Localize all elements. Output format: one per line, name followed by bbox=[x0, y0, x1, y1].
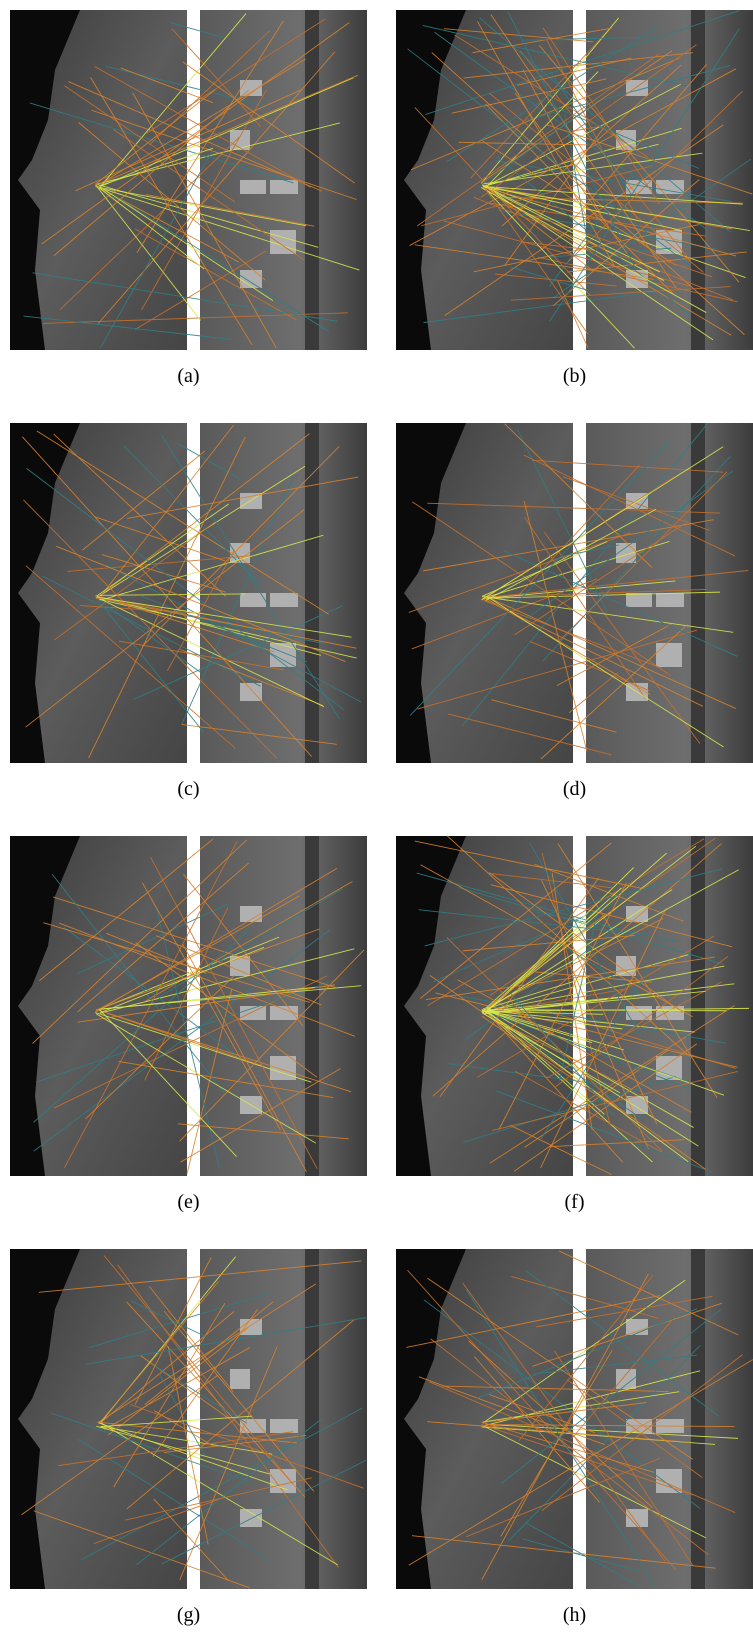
panel-label: (f) bbox=[565, 1191, 585, 1213]
building bbox=[230, 1369, 250, 1389]
building bbox=[230, 130, 250, 150]
figure: (a) (b) (c) (d) (e) (f) (g) (h) bbox=[0, 0, 753, 1635]
building bbox=[656, 643, 682, 667]
page: (a)(b)(c)(d)(e)(f)(g)(h) (() => { const … bbox=[0, 0, 753, 1635]
road bbox=[691, 836, 705, 1176]
panel-label: (g) bbox=[177, 1604, 200, 1626]
building bbox=[626, 593, 652, 607]
separator bbox=[573, 836, 586, 1176]
building bbox=[626, 1319, 648, 1335]
panel-label: (a) bbox=[177, 365, 199, 387]
road bbox=[305, 10, 319, 350]
building bbox=[656, 593, 684, 607]
panel-label: (h) bbox=[563, 1604, 586, 1626]
separator bbox=[573, 1249, 586, 1589]
building bbox=[656, 1056, 682, 1080]
panel-label: (d) bbox=[563, 778, 586, 800]
building bbox=[270, 230, 296, 254]
building bbox=[270, 593, 298, 607]
building bbox=[240, 180, 266, 194]
image-pair bbox=[396, 423, 753, 763]
building bbox=[240, 1319, 262, 1335]
image-pair bbox=[10, 10, 367, 350]
building bbox=[626, 906, 648, 922]
image-pair bbox=[396, 10, 753, 350]
building bbox=[270, 1419, 298, 1433]
panel-label: (b) bbox=[563, 365, 586, 387]
building bbox=[656, 180, 684, 194]
panel-label: (e) bbox=[177, 1191, 199, 1213]
panel-label: (c) bbox=[177, 778, 199, 800]
building bbox=[240, 270, 262, 288]
road bbox=[305, 836, 319, 1176]
image-pair bbox=[396, 836, 753, 1176]
image-pair bbox=[396, 1249, 753, 1589]
image-pair bbox=[10, 423, 367, 763]
image-pair bbox=[10, 1249, 367, 1589]
building bbox=[270, 180, 298, 194]
image-pair bbox=[10, 836, 367, 1176]
